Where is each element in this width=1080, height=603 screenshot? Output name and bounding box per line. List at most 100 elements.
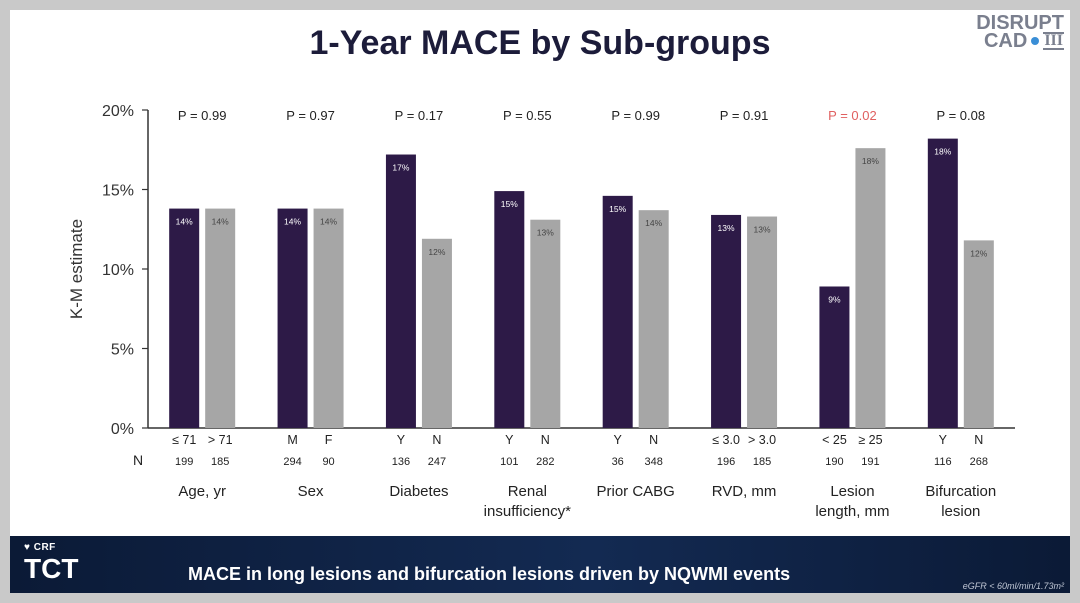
footer-bar: ♥ CRF TCT MACE in long lesions and bifur… bbox=[10, 536, 1070, 593]
bar-value-label: 13% bbox=[537, 228, 554, 238]
slide: 1-Year MACE by Sub-groups DISRUPT CAD II… bbox=[10, 10, 1070, 593]
bar-dark bbox=[602, 195, 633, 428]
bar-value-label: 14% bbox=[176, 217, 193, 227]
category-label: N bbox=[649, 433, 658, 447]
n-value: 348 bbox=[645, 456, 663, 468]
n-value: 136 bbox=[392, 456, 410, 468]
category-label: Y bbox=[939, 433, 948, 447]
y-tick-label: 0% bbox=[111, 421, 134, 438]
bar-light bbox=[963, 240, 994, 428]
bar-dark bbox=[927, 138, 958, 428]
bar-value-label: 18% bbox=[862, 156, 879, 166]
bar-value-label: 15% bbox=[501, 199, 518, 209]
category-label: M bbox=[287, 433, 297, 447]
bar-dark bbox=[819, 286, 850, 428]
n-value: 294 bbox=[283, 456, 301, 468]
bar-light bbox=[747, 216, 778, 428]
bar-value-label: 9% bbox=[828, 294, 841, 304]
group-label: lesion bbox=[941, 503, 980, 520]
tct-label: TCT bbox=[24, 553, 79, 584]
category-label: N bbox=[974, 433, 983, 447]
group-label: insufficiency* bbox=[484, 503, 571, 520]
category-label: < 25 bbox=[822, 433, 847, 447]
category-label: > 3.0 bbox=[748, 433, 776, 447]
p-value-label: P = 0.17 bbox=[395, 108, 444, 123]
group-label: Prior CABG bbox=[597, 483, 675, 500]
bar-chart: 0% 5% 10% 15% 20% K-M estimate N P = 0.99 14% ≤ 7… bbox=[67, 103, 1015, 520]
n-value: 185 bbox=[211, 456, 229, 468]
bar-value-label: 14% bbox=[320, 217, 337, 227]
n-value: 268 bbox=[970, 456, 988, 468]
bar-light bbox=[313, 208, 344, 428]
p-value-label: P = 0.55 bbox=[503, 108, 552, 123]
bar-light bbox=[421, 238, 452, 428]
bar-value-label: 17% bbox=[392, 163, 409, 173]
group-label: length, mm bbox=[815, 503, 889, 520]
group-label: Renal bbox=[508, 483, 547, 500]
category-label: Y bbox=[505, 433, 514, 447]
y-tick-label: 10% bbox=[102, 262, 134, 279]
bar-dark bbox=[277, 208, 308, 428]
n-value: 116 bbox=[934, 456, 952, 468]
bar-value-label: 12% bbox=[970, 248, 987, 258]
n-value: 247 bbox=[428, 456, 446, 468]
category-label: ≤ 71 bbox=[172, 433, 196, 447]
group-label: RVD, mm bbox=[712, 483, 777, 500]
n-value: 185 bbox=[753, 456, 771, 468]
category-label: N bbox=[541, 433, 550, 447]
y-tick-label: 20% bbox=[102, 103, 134, 120]
p-value-label: P = 0.08 bbox=[937, 108, 986, 123]
crf-text: CRF bbox=[33, 542, 56, 553]
p-value-label: P = 0.99 bbox=[178, 108, 227, 123]
bar-light bbox=[638, 210, 669, 428]
group-label: Age, yr bbox=[178, 483, 226, 500]
logo-dot-icon bbox=[1031, 37, 1040, 45]
bar-dark bbox=[711, 214, 742, 428]
n-value: 190 bbox=[825, 456, 843, 468]
y-axis-label: K-M estimate bbox=[67, 219, 86, 319]
bar-light bbox=[205, 208, 236, 428]
slide-title: 1-Year MACE by Sub-groups bbox=[309, 24, 771, 62]
category-label: F bbox=[325, 433, 333, 447]
p-value-label: P = 0.99 bbox=[611, 108, 660, 123]
category-label: > 71 bbox=[208, 433, 233, 447]
n-value: 191 bbox=[861, 456, 879, 468]
footnote: eGFR < 60ml/min/1.73m² bbox=[962, 581, 1064, 591]
logo-line1: DISRUPT bbox=[976, 12, 1064, 34]
bar-value-label: 14% bbox=[212, 217, 229, 227]
footer-message: MACE in long lesions and bifurcation les… bbox=[188, 564, 791, 584]
n-value: 282 bbox=[536, 456, 554, 468]
group-label: Bifurcation bbox=[925, 483, 996, 500]
p-value-label: P = 0.91 bbox=[720, 108, 769, 123]
category-label: ≤ 3.0 bbox=[712, 433, 740, 447]
bar-value-label: 14% bbox=[284, 217, 301, 227]
bar-value-label: 15% bbox=[609, 204, 626, 214]
y-tick-label: 5% bbox=[111, 342, 134, 359]
bar-value-label: 12% bbox=[428, 247, 445, 257]
category-label: Y bbox=[397, 433, 406, 447]
n-value: 90 bbox=[322, 456, 334, 468]
category-label: ≥ 25 bbox=[858, 433, 882, 447]
bar-value-label: 13% bbox=[754, 225, 771, 235]
bar-dark bbox=[169, 208, 200, 428]
category-label: N bbox=[432, 433, 441, 447]
category-label: Y bbox=[614, 433, 623, 447]
p-value-label: P = 0.02 bbox=[828, 108, 877, 123]
n-value: 199 bbox=[175, 456, 193, 468]
bar-dark bbox=[385, 154, 416, 428]
n-value: 196 bbox=[717, 456, 735, 468]
bar-light bbox=[530, 219, 561, 428]
bar-value-label: 18% bbox=[934, 147, 951, 157]
bar-dark bbox=[494, 191, 525, 428]
n-value: 36 bbox=[612, 456, 624, 468]
logo-line3: III bbox=[1043, 32, 1064, 50]
logo-line2: CAD bbox=[983, 30, 1028, 52]
tct-brand: ♥ CRF TCT bbox=[24, 542, 78, 583]
y-tick-label: 15% bbox=[102, 183, 134, 200]
n-row-label: N bbox=[133, 452, 143, 468]
disrupt-cad-logo: DISRUPT CAD III bbox=[976, 12, 1064, 52]
group-label: Diabetes bbox=[389, 483, 448, 500]
crf-label: ♥ CRF bbox=[24, 542, 56, 553]
group-label: Sex bbox=[298, 483, 324, 500]
bar-value-label: 14% bbox=[645, 218, 662, 228]
